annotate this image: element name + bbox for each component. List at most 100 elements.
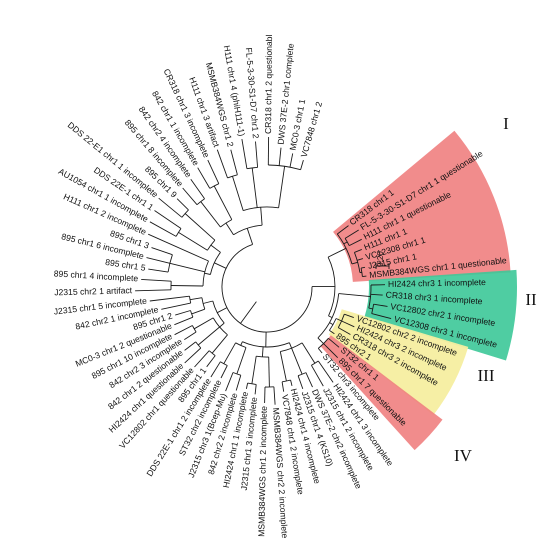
internal-branch: [225, 222, 234, 236]
leaf-branch: [371, 313, 392, 320]
leaf-branch: [289, 153, 294, 168]
internal-arc: [202, 260, 209, 287]
leaf-branch: [300, 159, 304, 170]
internal-arc: [353, 252, 361, 273]
clade-highlights: [320, 130, 517, 451]
leaf-branch: [373, 303, 388, 307]
internal-arc: [196, 198, 205, 206]
internal-arc: [227, 174, 238, 179]
leaf-branch: [235, 375, 242, 391]
leaf-branch: [174, 325, 193, 336]
internal-branch: [200, 201, 221, 228]
internal-branch: [202, 300, 213, 304]
leaf-branch: [210, 361, 221, 378]
internal-arc: [280, 342, 303, 353]
clade-label: IV: [454, 446, 473, 465]
internal-arc: [247, 382, 257, 385]
clade-label: III: [478, 366, 495, 385]
internal-branch: [343, 241, 348, 245]
leaf-branch: [281, 381, 285, 392]
internal-branch: [213, 185, 233, 220]
leaf-branch: [194, 350, 210, 368]
internal-branch: [246, 228, 254, 245]
leaf-branch: [254, 384, 257, 395]
internal-branch: [327, 247, 347, 258]
internal-branch: [251, 356, 257, 384]
internal-arc: [201, 297, 206, 310]
internal-branch: [329, 322, 334, 325]
leaf-branch: [297, 375, 304, 390]
internal-branch: [317, 337, 324, 344]
leaf-label: FL-5-3-30-S1-D7 chr1 2: [244, 47, 261, 139]
leaf-branch: [225, 372, 234, 392]
clade-highlight: [364, 269, 517, 361]
leaf-branch: [184, 331, 197, 340]
internal-arc: [208, 350, 216, 356]
internal-branch: [351, 261, 358, 265]
internal-branch: [338, 293, 371, 298]
leaf-branch: [278, 147, 282, 166]
leaf-branch: [148, 233, 209, 262]
clade-highlight: [328, 309, 469, 416]
tree-branches: [135, 136, 392, 405]
internal-arc: [195, 341, 202, 349]
clade-label: II: [525, 290, 537, 309]
scale-bar-label: 0.20: [376, 251, 385, 267]
leaf-branch: [190, 178, 205, 200]
leaf-branch: [174, 316, 194, 326]
root-branch: [240, 301, 257, 324]
leaf-branch: [135, 289, 172, 292]
leaf-branch: [337, 225, 349, 235]
internal-arc: [191, 325, 197, 333]
leaf-branch: [149, 295, 190, 302]
leaf-branch: [241, 139, 248, 169]
leaf-branch: [328, 337, 340, 348]
internal-arc: [318, 338, 329, 349]
leaf-branch: [176, 198, 189, 211]
leaf-branch: [148, 268, 169, 273]
clade-highlight: [320, 335, 443, 451]
internal-branch: [335, 318, 342, 322]
leaf-branch: [354, 248, 362, 253]
leaf-branch: [245, 383, 249, 389]
leaf-label: J2315 chr2 1 artifact: [54, 285, 133, 297]
leaf-branch: [317, 348, 323, 354]
leaf-branch: [323, 343, 339, 359]
leaf-branch: [230, 149, 238, 175]
internal-branch: [301, 342, 316, 364]
leaf-branch: [361, 266, 366, 269]
internal-branch: [240, 341, 243, 346]
leaf-branch: [255, 141, 259, 168]
internal-branch: [278, 166, 286, 208]
leaf-branch: [184, 341, 196, 351]
internal-branch: [219, 322, 225, 328]
internal-branch: [236, 347, 247, 375]
internal-branch: [260, 207, 263, 226]
leaf-label: CR318 chr1 2 questionabl: [263, 34, 274, 134]
internal-branch: [291, 348, 303, 375]
internal-branch: [210, 244, 221, 253]
clade-label: I: [503, 114, 509, 133]
leaf-branch: [341, 320, 355, 328]
leaf-branch: [317, 360, 334, 383]
leaf-branch: [184, 347, 202, 364]
internal-branch: [261, 346, 264, 357]
internal-branch: [288, 342, 293, 349]
internal-arc: [344, 238, 350, 246]
leaf-branch: [338, 327, 351, 335]
scale-bar: 0.20: [375, 251, 390, 269]
leaf-branch: [158, 197, 183, 218]
leaf-branch: [216, 149, 228, 179]
internal-branch: [191, 308, 205, 315]
leaf-branch: [305, 372, 313, 388]
internal-branch: [189, 297, 202, 301]
leaf-branch: [290, 379, 293, 387]
leaf-label: MSMB384WGS chr1 2 incomplete: [256, 406, 269, 537]
internal-branch: [223, 342, 236, 364]
internal-arc: [311, 360, 319, 366]
leaf-branch: [329, 330, 335, 335]
internal-branch: [193, 317, 214, 330]
leaf-branch: [207, 159, 220, 184]
